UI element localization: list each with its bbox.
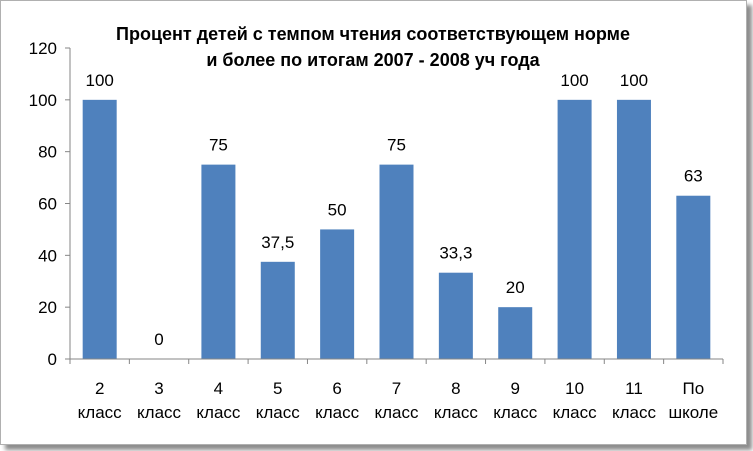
data-label: 75	[209, 136, 228, 155]
x-tick-label: 2 класс	[78, 379, 123, 422]
x-tick-label: 10 класс	[553, 379, 598, 422]
x-tick-label: 9 класс	[493, 379, 538, 422]
data-labels: 100 0 75 37,5 50 75 33,3 20 100 100 63	[85, 71, 702, 349]
data-label: 33,3	[439, 244, 472, 263]
chart-title-line-1: Процент детей с темпом чтения соответств…	[116, 24, 630, 44]
x-axis: 2 класс 3 класс 4 класс 5 класс 6 класс 7 класс 8 кла…	[69, 358, 724, 422]
data-label: 37,5	[261, 233, 294, 252]
x-tick-label: 6 класс	[315, 379, 360, 422]
y-tick-label: 40	[38, 246, 57, 265]
data-label: 100	[85, 71, 113, 90]
bar	[676, 195, 711, 359]
x-tick-label: 11 класс	[612, 379, 657, 422]
bar	[498, 307, 533, 359]
bar	[379, 164, 414, 359]
data-label: 63	[684, 167, 703, 186]
y-tick-label: 60	[38, 195, 57, 214]
x-tick-label: 8 класс	[434, 379, 479, 422]
y-tick-label: 20	[38, 298, 57, 317]
bar-chart: Процент детей с темпом чтения соответств…	[29, 24, 724, 422]
y-tick-label: 0	[48, 350, 57, 369]
bar	[616, 99, 651, 359]
data-label: 50	[328, 200, 347, 219]
x-tick-label: По школе	[668, 379, 718, 422]
bar	[82, 99, 117, 359]
y-tick-label: 80	[38, 143, 57, 162]
y-tick-label: 100	[29, 91, 57, 110]
chart-frame: Процент детей с темпом чтения соответств…	[0, 0, 747, 445]
bar	[201, 164, 236, 359]
y-axis: 0 20 40 60 80 100 120	[29, 39, 71, 369]
x-tick-label: 5 класс	[256, 379, 301, 422]
bars	[82, 99, 711, 359]
x-tick-label: 7 класс	[374, 379, 419, 422]
chart-title-line-2: и более по итогам 2007 - 2008 уч года	[206, 50, 540, 70]
data-label: 75	[387, 136, 406, 155]
bar	[260, 261, 295, 359]
y-tick-label: 120	[29, 39, 57, 58]
data-label: 20	[506, 278, 525, 297]
bar	[557, 99, 592, 359]
data-label: 100	[620, 71, 648, 90]
data-label: 0	[154, 330, 163, 349]
data-label: 100	[560, 71, 588, 90]
x-tick-label: 4 класс	[196, 379, 241, 422]
chart-title: Процент детей с темпом чтения соответств…	[116, 24, 630, 70]
bar	[438, 272, 473, 359]
bar	[320, 229, 355, 359]
x-tick-label: 3 класс	[137, 379, 182, 422]
